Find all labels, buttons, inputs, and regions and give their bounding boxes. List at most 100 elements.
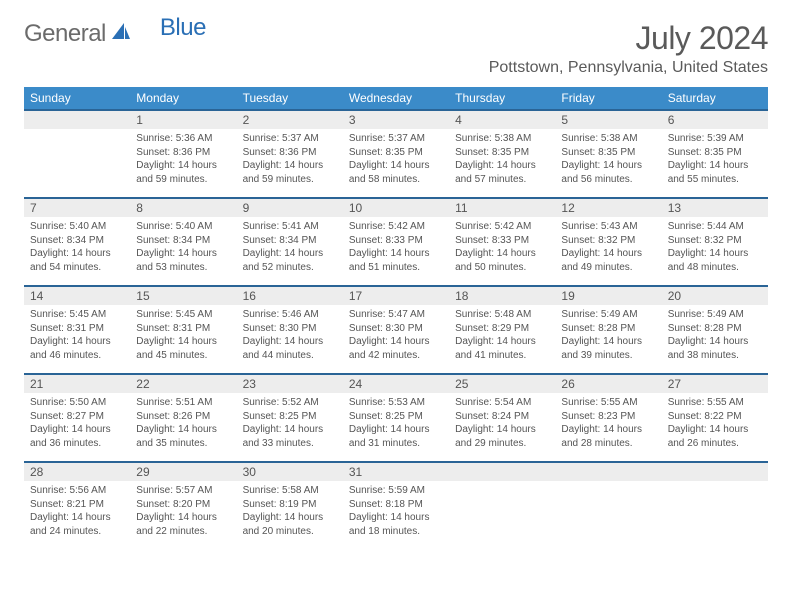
day-cell: 22Sunrise: 5:51 AMSunset: 8:26 PMDayligh… [130, 374, 236, 462]
sunset-text: Sunset: 8:25 PM [243, 410, 337, 424]
day-number: 31 [343, 463, 449, 481]
sunset-text: Sunset: 8:33 PM [349, 234, 443, 248]
day-content: Sunrise: 5:49 AMSunset: 8:28 PMDaylight:… [662, 305, 768, 365]
weekday-header: Saturday [662, 87, 768, 110]
sunrise-text: Sunrise: 5:57 AM [136, 484, 230, 498]
day-cell: 12Sunrise: 5:43 AMSunset: 8:32 PMDayligh… [555, 198, 661, 286]
sunset-text: Sunset: 8:21 PM [30, 498, 124, 512]
daylight-line2: and 59 minutes. [136, 173, 230, 187]
day-content: Sunrise: 5:59 AMSunset: 8:18 PMDaylight:… [343, 481, 449, 541]
day-content: Sunrise: 5:58 AMSunset: 8:19 PMDaylight:… [237, 481, 343, 541]
day-number [555, 463, 661, 481]
daylight-line1: Daylight: 14 hours [30, 335, 124, 349]
sunrise-text: Sunrise: 5:40 AM [136, 220, 230, 234]
daylight-line2: and 52 minutes. [243, 261, 337, 275]
day-number [24, 111, 130, 129]
daylight-line1: Daylight: 14 hours [136, 423, 230, 437]
logo-sail-icon [110, 20, 132, 48]
daylight-line1: Daylight: 14 hours [561, 159, 655, 173]
daylight-line1: Daylight: 14 hours [561, 335, 655, 349]
day-cell: 24 Sunrise: 5:53 AMSunset: 8:25 PMDayligh… [343, 374, 449, 462]
day-content: Sunrise: 5:57 AMSunset: 8:20 PMDaylight:… [130, 481, 236, 541]
sunset-text: Sunset: 8:35 PM [455, 146, 549, 160]
day-number: 29 [130, 463, 236, 481]
sunset-text: Sunset: 8:30 PM [243, 322, 337, 336]
sunset-text: Sunset: 8:36 PM [243, 146, 337, 160]
weekday-header: Sunday [24, 87, 130, 110]
day-cell: 23Sunrise: 5:52 AMSunset: 8:25 PMDayligh… [237, 374, 343, 462]
sunset-text: Sunset: 8:30 PM [349, 322, 443, 336]
daylight-line1: Daylight: 14 hours [455, 159, 549, 173]
sunset-text: Sunset: 8:35 PM [668, 146, 762, 160]
day-content: Sunrise: 5:42 AMSunset: 8:33 PMDaylight:… [343, 217, 449, 277]
day-content: Sunrise: 5:45 AMSunset: 8:31 PMDaylight:… [130, 305, 236, 365]
day-content: Sunrise: 5:42 AMSunset: 8:33 PMDaylight:… [449, 217, 555, 277]
sunrise-text: Sunrise: 5:55 AM [561, 396, 655, 410]
calendar-table: SundayMondayTuesdayWednesdayThursdayFrid… [24, 87, 768, 550]
day-cell: 8Sunrise: 5:40 AMSunset: 8:34 PMDaylight… [130, 198, 236, 286]
sunrise-text: Sunrise: 5:50 AM [30, 396, 124, 410]
daylight-line2: and 35 minutes. [136, 437, 230, 451]
empty-cell [555, 462, 661, 550]
sunset-text: Sunset: 8:27 PM [30, 410, 124, 424]
day-number: 12 [555, 199, 661, 217]
location: Pottstown, Pennsylvania, United States [489, 59, 768, 77]
daylight-line2: and 44 minutes. [243, 349, 337, 363]
sunset-text: Sunset: 8:34 PM [136, 234, 230, 248]
daylight-line1: Daylight: 14 hours [668, 247, 762, 261]
sunrise-text: Sunrise: 5:37 AM [349, 132, 443, 146]
sunset-text: Sunset: 8:32 PM [668, 234, 762, 248]
daylight-line1: Daylight: 14 hours [349, 511, 443, 525]
sunset-text: Sunset: 8:36 PM [136, 146, 230, 160]
daylight-line2: and 59 minutes. [243, 173, 337, 187]
day-content: Sunrise: 5:45 AMSunset: 8:31 PMDaylight:… [24, 305, 130, 365]
sunrise-text: Sunrise: 5:59 AM [349, 484, 443, 498]
daylight-line2: and 57 minutes. [455, 173, 549, 187]
calendar-row: 7Sunrise: 5:40 AMSunset: 8:34 PMDaylight… [24, 198, 768, 286]
sunset-text: Sunset: 8:28 PM [668, 322, 762, 336]
day-content: Sunrise: 5:44 AMSunset: 8:32 PMDaylight:… [662, 217, 768, 277]
calendar-row: 21 Sunrise: 5:50 AMSunset: 8:27 PM Dayligh… [24, 374, 768, 462]
day-cell: 28Sunrise: 5:56 AMSunset: 8:21 PMDayligh… [24, 462, 130, 550]
sunset-text: Sunset: 8:31 PM [136, 322, 230, 336]
day-number: 30 [237, 463, 343, 481]
daylight-line2: and 41 minutes. [455, 349, 549, 363]
weekday-header: Friday [555, 87, 661, 110]
daylight-line1: Daylight: 14 hours [349, 423, 443, 437]
sunset-text: Sunset: 8:25 PM [349, 410, 443, 424]
daylight-line1: Daylight: 14 hours [30, 247, 124, 261]
daylight-line2: and 48 minutes. [668, 261, 762, 275]
daylight-line1: Daylight: 14 hours [561, 247, 655, 261]
sunset-text: Sunset: 8:34 PM [243, 234, 337, 248]
sunrise-text: Sunrise: 5:41 AM [243, 220, 337, 234]
sunrise-text: Sunrise: 5:45 AM [30, 308, 124, 322]
calendar-row: 1Sunrise: 5:36 AMSunset: 8:36 PMDaylight… [24, 110, 768, 198]
day-cell: 15Sunrise: 5:45 AMSunset: 8:31 PMDayligh… [130, 286, 236, 374]
daylight-line1: Daylight: 14 hours [243, 335, 337, 349]
day-number: 4 [449, 111, 555, 129]
sunrise-text: Sunrise: 5:53 AM [349, 396, 443, 410]
day-number: 18 [449, 287, 555, 305]
day-number: 24 [343, 375, 449, 393]
daylight-line2: and 56 minutes. [561, 173, 655, 187]
day-content: Sunrise: 5:56 AMSunset: 8:21 PMDaylight:… [24, 481, 130, 541]
day-number: 16 [237, 287, 343, 305]
day-number: 15 [130, 287, 236, 305]
day-content: Sunrise: 5:51 AMSunset: 8:26 PMDaylight:… [130, 393, 236, 453]
empty-cell [449, 462, 555, 550]
day-number: 20 [662, 287, 768, 305]
daylight-line2: and 24 minutes. [30, 525, 124, 539]
header: General Blue July 2024 Pottstown, Pennsy… [24, 20, 768, 77]
day-number: 21 [24, 375, 130, 393]
day-number [449, 463, 555, 481]
weekday-header: Monday [130, 87, 236, 110]
day-cell: 1Sunrise: 5:36 AMSunset: 8:36 PMDaylight… [130, 110, 236, 198]
sunset-text: Sunset: 8:33 PM [455, 234, 549, 248]
day-content: Sunrise: 5:39 AMSunset: 8:35 PMDaylight:… [662, 129, 768, 189]
day-cell: 18Sunrise: 5:48 AMSunset: 8:29 PMDayligh… [449, 286, 555, 374]
day-cell: 29Sunrise: 5:57 AMSunset: 8:20 PMDayligh… [130, 462, 236, 550]
logo-text-blue: Blue [160, 14, 206, 42]
daylight-line2: and 50 minutes. [455, 261, 549, 275]
daylight-line1: Daylight: 14 hours [30, 511, 124, 525]
sunrise-text: Sunrise: 5:42 AM [349, 220, 443, 234]
